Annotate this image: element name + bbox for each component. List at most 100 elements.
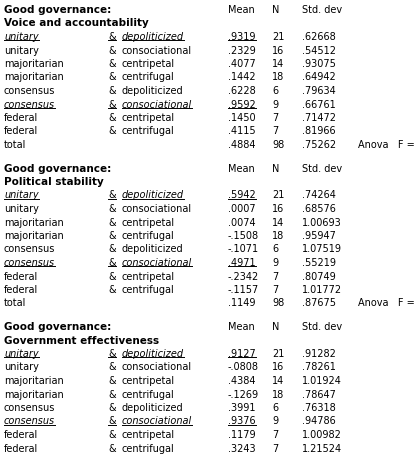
Text: .74264: .74264: [302, 190, 336, 200]
Text: 1.07519: 1.07519: [302, 244, 342, 254]
Text: centripetal: centripetal: [122, 59, 175, 69]
Text: depoliticized: depoliticized: [122, 32, 184, 42]
Text: 21: 21: [272, 190, 284, 200]
Text: &: &: [108, 46, 116, 56]
Text: .0074: .0074: [228, 217, 256, 227]
Text: &: &: [108, 402, 116, 412]
Text: 9: 9: [272, 258, 278, 268]
Text: 1.01924: 1.01924: [302, 375, 342, 385]
Text: Std. dev: Std. dev: [302, 321, 342, 331]
Text: &: &: [108, 190, 116, 200]
Text: .78261: .78261: [302, 362, 336, 372]
Text: 1.01772: 1.01772: [302, 284, 342, 294]
Text: .2329: .2329: [228, 46, 256, 56]
Text: -.1508: -.1508: [228, 231, 259, 241]
Text: -.1071: -.1071: [228, 244, 259, 254]
Text: .87675: .87675: [302, 298, 336, 308]
Text: Government effectiveness: Government effectiveness: [4, 335, 159, 345]
Text: depoliticized: depoliticized: [122, 86, 184, 96]
Text: centrifugal: centrifugal: [122, 389, 175, 399]
Text: .81966: .81966: [302, 126, 336, 136]
Text: federal: federal: [4, 126, 38, 136]
Text: &: &: [108, 258, 116, 268]
Text: 7: 7: [272, 126, 278, 136]
Text: 7: 7: [272, 284, 278, 294]
Text: N: N: [272, 5, 279, 15]
Text: consensus: consensus: [4, 244, 55, 254]
Text: centripetal: centripetal: [122, 271, 175, 281]
Text: .79634: .79634: [302, 86, 336, 96]
Text: Anova   F = 1.833 *: Anova F = 1.833 *: [358, 298, 418, 308]
Text: centrifugal: centrifugal: [122, 72, 175, 82]
Text: .1442: .1442: [228, 72, 256, 82]
Text: 16: 16: [272, 203, 284, 213]
Text: consociational: consociational: [122, 415, 192, 425]
Text: 21: 21: [272, 32, 284, 42]
Text: &: &: [108, 99, 116, 109]
Text: 7: 7: [272, 271, 278, 281]
Text: N: N: [272, 321, 279, 331]
Text: depoliticized: depoliticized: [122, 190, 184, 200]
Text: .5942: .5942: [228, 190, 256, 200]
Text: .95947: .95947: [302, 231, 336, 241]
Text: 7: 7: [272, 443, 278, 453]
Text: centrifugal: centrifugal: [122, 284, 175, 294]
Text: unitary: unitary: [4, 46, 39, 56]
Text: .4971: .4971: [228, 258, 256, 268]
Text: &: &: [108, 72, 116, 82]
Text: 14: 14: [272, 217, 284, 227]
Text: total: total: [4, 140, 26, 150]
Text: 6: 6: [272, 244, 278, 254]
Text: .55219: .55219: [302, 258, 336, 268]
Text: .4077: .4077: [228, 59, 256, 69]
Text: .9592: .9592: [228, 99, 256, 109]
Text: consensus: consensus: [4, 86, 55, 96]
Text: &: &: [108, 217, 116, 227]
Text: &: &: [108, 443, 116, 453]
Text: .0007: .0007: [228, 203, 256, 213]
Text: &: &: [108, 126, 116, 136]
Text: .76318: .76318: [302, 402, 336, 412]
Text: consociational: consociational: [122, 99, 192, 109]
Text: depoliticized: depoliticized: [122, 348, 184, 358]
Text: 18: 18: [272, 72, 284, 82]
Text: &: &: [108, 284, 116, 294]
Text: .1149: .1149: [228, 298, 255, 308]
Text: &: &: [108, 389, 116, 399]
Text: 16: 16: [272, 46, 284, 56]
Text: &: &: [108, 348, 116, 358]
Text: Anova   F = 2.991 **: Anova F = 2.991 **: [358, 140, 418, 150]
Text: -.1157: -.1157: [228, 284, 259, 294]
Text: &: &: [108, 271, 116, 281]
Text: 18: 18: [272, 389, 284, 399]
Text: .94786: .94786: [302, 415, 336, 425]
Text: majoritarian: majoritarian: [4, 217, 64, 227]
Text: centrifugal: centrifugal: [122, 231, 175, 241]
Text: centripetal: centripetal: [122, 113, 175, 123]
Text: -.1269: -.1269: [228, 389, 259, 399]
Text: majoritarian: majoritarian: [4, 59, 64, 69]
Text: unitary: unitary: [4, 190, 38, 200]
Text: &: &: [108, 113, 116, 123]
Text: .66761: .66761: [302, 99, 336, 109]
Text: .3243: .3243: [228, 443, 256, 453]
Text: consensus: consensus: [4, 258, 55, 268]
Text: consensus: consensus: [4, 402, 55, 412]
Text: majoritarian: majoritarian: [4, 231, 64, 241]
Text: .1179: .1179: [228, 429, 256, 439]
Text: &: &: [108, 429, 116, 439]
Text: &: &: [108, 203, 116, 213]
Text: &: &: [108, 244, 116, 254]
Text: unitary: unitary: [4, 32, 38, 42]
Text: N: N: [272, 163, 279, 173]
Text: .9319: .9319: [228, 32, 255, 42]
Text: federal: federal: [4, 113, 38, 123]
Text: depoliticized: depoliticized: [122, 402, 184, 412]
Text: 18: 18: [272, 231, 284, 241]
Text: &: &: [108, 32, 116, 42]
Text: Political stability: Political stability: [4, 177, 104, 187]
Text: .78647: .78647: [302, 389, 336, 399]
Text: -.2342: -.2342: [228, 271, 259, 281]
Text: .4115: .4115: [228, 126, 256, 136]
Text: .9127: .9127: [228, 348, 256, 358]
